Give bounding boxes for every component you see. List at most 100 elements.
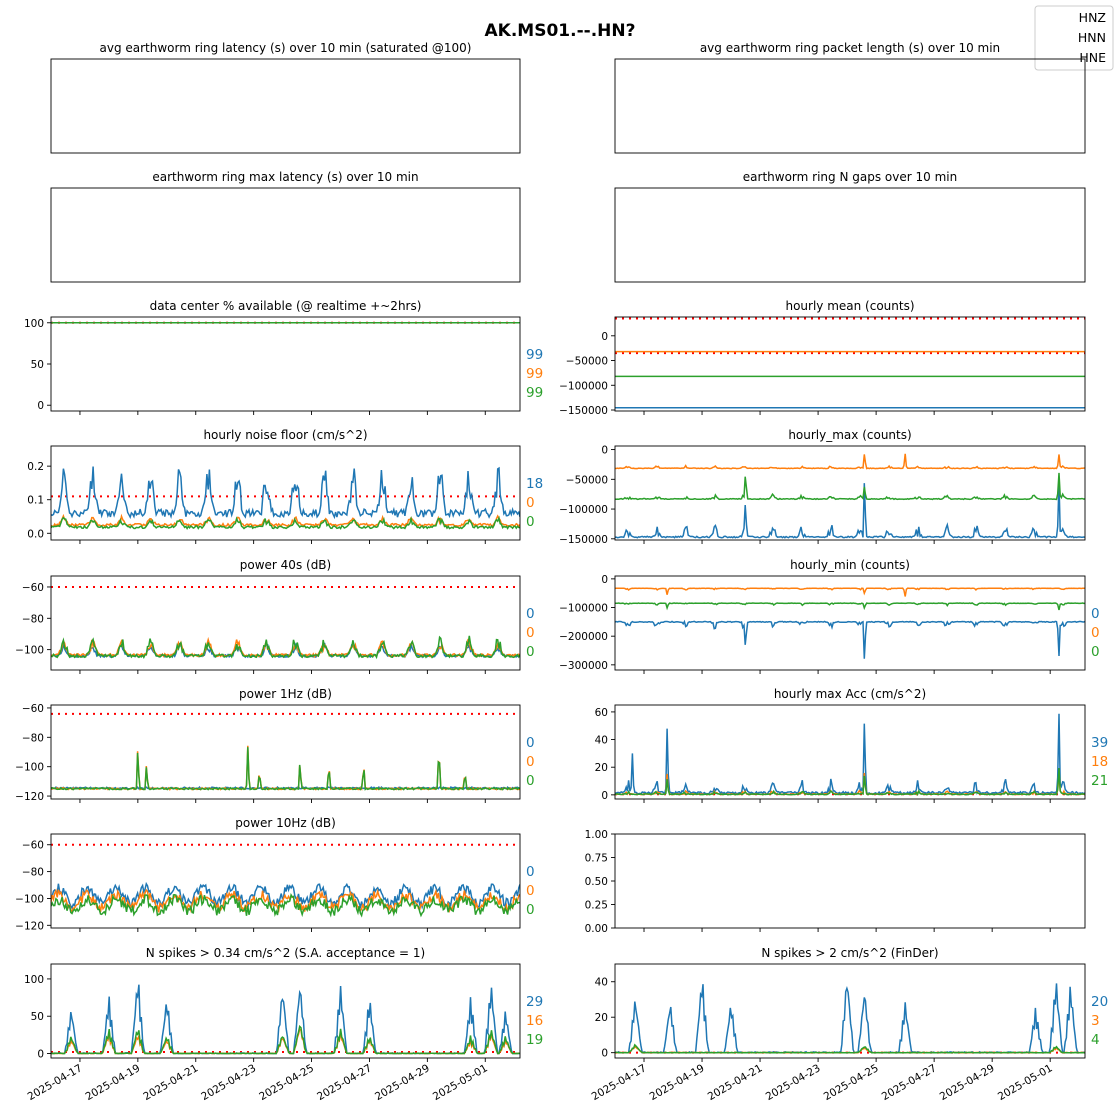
latest-value-hne: 0 [526, 902, 535, 918]
y-tick-label: −120 [15, 791, 44, 803]
panel-title: hourly_max (counts) [788, 428, 911, 442]
y-tick-label: 0.00 [585, 923, 608, 935]
y-tick-label: 0 [601, 331, 608, 343]
y-tick-label: 0.25 [585, 900, 608, 912]
y-tick-label: −60 [22, 840, 44, 852]
panel-p10: hourly_min (counts) 0 −100000 −200000 −30000… [559, 558, 1100, 674]
latest-value-hnn: 3 [1091, 1013, 1100, 1029]
axes-frame [50, 833, 521, 929]
y-tick-label: −200000 [559, 631, 608, 643]
x-tick-label: 2025-04-19 [648, 1062, 707, 1103]
x-tick-label: 2025-05-01 [431, 1062, 490, 1103]
y-tick-label: 20 [595, 1012, 608, 1024]
axes-frame [50, 445, 521, 541]
panel-title: earthworm ring max latency (s) over 10 m… [152, 170, 418, 184]
y-tick-label: −50000 [566, 356, 608, 368]
y-tick-label: −100 [15, 893, 44, 905]
y-tick-label: −300000 [559, 660, 608, 672]
latest-value-hnn: 0 [526, 883, 535, 899]
panel-title: avg earthworm ring latency (s) over 10 m… [100, 41, 472, 55]
legend-box [1034, 5, 1114, 71]
axes-frame [614, 187, 1086, 283]
y-tick-label: −50000 [566, 474, 608, 486]
series-line-hne [615, 602, 1085, 611]
x-tick-label: 2025-04-27 [315, 1062, 374, 1103]
y-tick-label: 0.1 [27, 495, 44, 507]
axes-frame [50, 187, 521, 283]
panels: avg earthworm ring latency (s) over 10 m… [15, 41, 1108, 1103]
y-tick-label: 50 [31, 359, 44, 371]
legend-entry-hne: HNE [1079, 50, 1106, 65]
latest-value-hnz: 99 [526, 347, 543, 363]
x-tick-label: 2025-04-29 [938, 1062, 997, 1103]
axes-frame [50, 58, 521, 154]
y-tick-label: 0 [601, 445, 608, 457]
panel-title: power 10Hz (dB) [235, 816, 336, 830]
panel-title: hourly max Acc (cm/s^2) [774, 687, 926, 701]
x-tick-label: 2025-04-21 [141, 1062, 200, 1103]
y-tick-label: −80 [22, 732, 44, 744]
series-line-hne [51, 515, 520, 530]
axes-frame [50, 704, 521, 800]
latest-value-hne: 0 [526, 773, 535, 789]
y-tick-label: −60 [22, 703, 44, 715]
series-line-hne [51, 1024, 520, 1055]
y-tick-label: 0 [601, 790, 608, 802]
series-line-hne [615, 472, 1085, 501]
y-tick-label: 40 [595, 735, 608, 747]
latest-value-hne: 21 [1091, 773, 1108, 789]
y-tick-label: −80 [22, 867, 44, 879]
axes-frame [50, 963, 521, 1059]
legend-entry-hnz: HNZ [1079, 10, 1106, 25]
series-line-hnz [51, 466, 520, 520]
panel-title: avg earthworm ring packet length (s) ove… [700, 41, 1000, 55]
latest-value-hnz: 20 [1091, 994, 1108, 1010]
panel-p9: power 40s (dB) −60 −80 −100 0 0 0 [15, 558, 535, 674]
latest-value-hnn: 0 [526, 495, 535, 511]
axes-frame [614, 963, 1086, 1059]
latest-value-hnn: 18 [1091, 754, 1108, 770]
y-tick-label: −120 [15, 920, 44, 932]
y-tick-label: 0.2 [27, 461, 44, 473]
latest-value-hnz: 0 [526, 735, 535, 751]
x-tick-label: 2025-04-25 [257, 1062, 316, 1103]
latest-value-hnz: 0 [526, 864, 535, 880]
y-tick-label: −80 [22, 613, 44, 625]
x-tick-label: 2025-04-17 [590, 1062, 649, 1103]
y-tick-label: 0.50 [585, 876, 608, 888]
panel-title: data center % available (@ realtime +~2h… [150, 299, 422, 313]
axes-frame [614, 316, 1086, 412]
series-line-hne [615, 767, 1085, 797]
y-tick-label: −100 [15, 645, 44, 657]
panel-title: power 40s (dB) [240, 558, 331, 572]
panel-p7: hourly noise floor (cm/s^2) 0.0 0.1 0.2 18 0 0 [27, 428, 543, 544]
panel-title: earthworm ring N gaps over 10 min [743, 170, 957, 184]
panel-title: power 1Hz (dB) [239, 687, 332, 701]
y-tick-label: −100 [15, 762, 44, 774]
latest-value-hnn: 0 [526, 754, 535, 770]
y-tick-label: −100000 [559, 380, 608, 392]
y-tick-label: 50 [31, 1011, 44, 1023]
latest-value-hnn: 16 [526, 1013, 543, 1029]
y-tick-label: 0 [601, 574, 608, 586]
series-line-hnz [615, 619, 1085, 659]
panel-p16: N spikes > 2 cm/s^2 (FinDer) 0 20 40 2025-04… [590, 946, 1109, 1103]
y-tick-label: −100000 [559, 603, 608, 615]
y-tick-label: −150000 [559, 405, 608, 417]
panel-title: N spikes > 0.34 cm/s^2 (S.A. acceptance … [146, 946, 425, 960]
latest-value-hnz: 18 [526, 476, 543, 492]
suptitle: AK.MS01.--.HN? [485, 21, 636, 41]
y-tick-label: 0 [37, 400, 44, 412]
panel-p2: avg earthworm ring packet length (s) ove… [614, 41, 1086, 154]
legend-entry-hnn: HNN [1078, 30, 1106, 45]
axes-frame [614, 704, 1086, 800]
panel-title: hourly_min (counts) [790, 558, 910, 572]
latest-value-hne: 99 [526, 385, 543, 401]
series-line-hnz [615, 482, 1085, 539]
y-tick-label: −150000 [559, 534, 608, 546]
latest-value-hnz: 0 [1091, 606, 1100, 622]
panel-p12: hourly max Acc (cm/s^2) 0 20 40 60 39 18 21 [595, 687, 1108, 803]
x-tick-label: 2025-04-17 [26, 1062, 85, 1103]
axes-frame [50, 575, 521, 671]
x-tick-label: 2025-04-23 [199, 1062, 258, 1103]
